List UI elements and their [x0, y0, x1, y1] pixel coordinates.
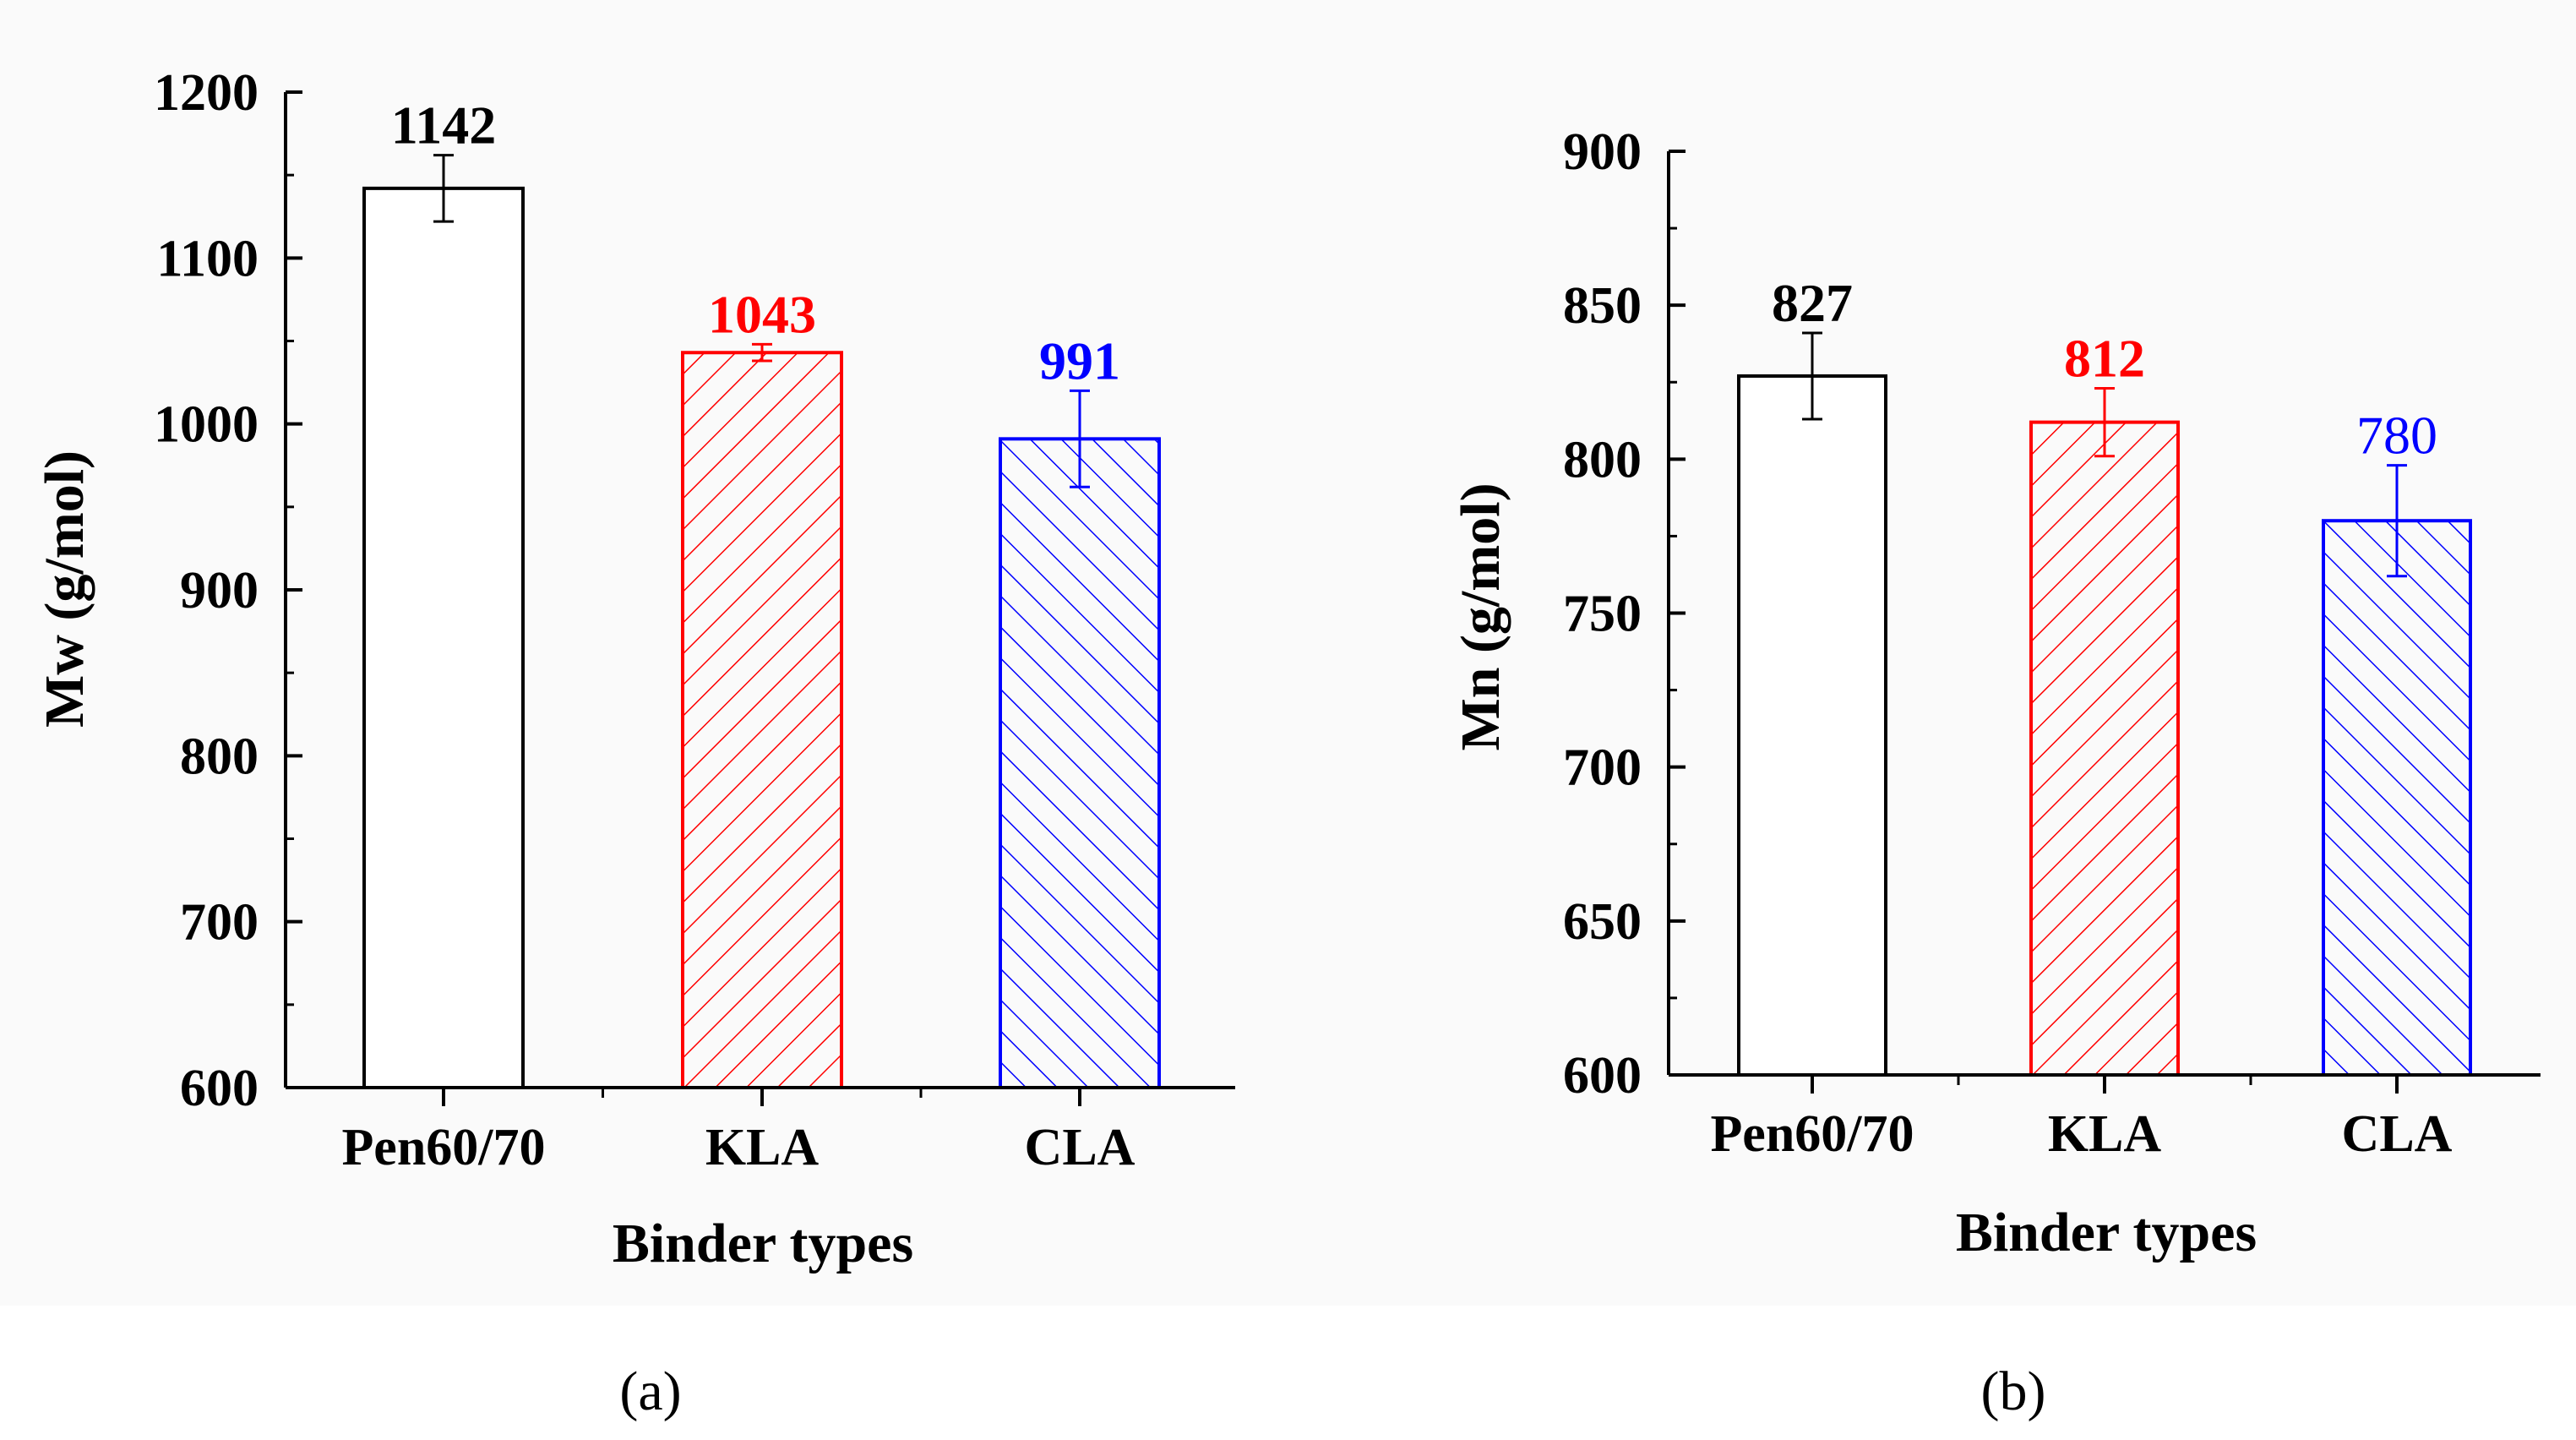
value-label: 780 — [2356, 406, 2437, 466]
bar-kla — [681, 351, 843, 1089]
chart-b-value-labels: 827 812 780 — [1772, 273, 2437, 466]
x-tick-label: KLA — [2048, 1105, 2162, 1163]
chart-b-error-bars — [1802, 331, 2407, 578]
value-label: 1043 — [708, 284, 816, 344]
chart-b-x-axis-title: Binder types — [1956, 1202, 2257, 1263]
x-tick-label: Pen60/70 — [341, 1119, 545, 1176]
bar-cla — [2322, 519, 2472, 1077]
y-tick-label: 650 — [1563, 893, 1642, 951]
value-label: 827 — [1772, 273, 1853, 333]
value-label: 1142 — [391, 95, 496, 155]
y-tick-label: 1000 — [154, 396, 259, 454]
chart-a-panel-label: (a) — [619, 1361, 681, 1422]
error-bar — [2387, 464, 2407, 578]
value-label: 812 — [2064, 329, 2145, 389]
y-tick-label: 600 — [1563, 1047, 1642, 1105]
chart-b: 827 812 780 600 650 700 750 800 850 900 Pen60/70… — [1386, 0, 2576, 1422]
x-tick-label: CLA — [1025, 1119, 1136, 1176]
y-tick-label: 800 — [1563, 431, 1642, 488]
chart-b-y-axis-title: Mn (g/mol) — [1450, 483, 1511, 750]
error-bar — [2094, 387, 2115, 458]
bar-kla — [2029, 420, 2180, 1077]
error-bar — [752, 342, 772, 363]
error-bar — [433, 154, 454, 223]
y-tick-label: 600 — [180, 1060, 259, 1117]
error-bar — [1070, 389, 1090, 488]
y-tick-label: 900 — [1563, 123, 1642, 181]
chart-a-y-axis-title: Mw (g/mol) — [34, 450, 95, 728]
bar-pen60-70 — [1737, 374, 1887, 1077]
chart-a: 1142 1043 991 600 700 800 900 1000 1100 1200 Pen… — [34, 64, 1235, 1422]
y-tick-label: 850 — [1563, 277, 1642, 335]
y-tick-label: 1200 — [154, 64, 259, 122]
bar-cla — [999, 437, 1161, 1089]
chart-a-error-bars — [433, 154, 1090, 488]
chart-b-bars — [1737, 374, 2472, 1077]
y-tick-label: 800 — [180, 728, 259, 785]
x-tick-label: CLA — [2342, 1105, 2453, 1163]
y-tick-label: 900 — [180, 562, 259, 619]
x-tick-label: KLA — [705, 1119, 820, 1176]
y-tick-label: 700 — [180, 894, 259, 952]
x-tick-label: Pen60/70 — [1710, 1105, 1914, 1163]
chart-b-x-ticks: Pen60/70 KLA CLA — [1710, 1075, 2453, 1163]
chart-b-panel-label: (b) — [1981, 1361, 2046, 1422]
chart-a-value-labels: 1142 1043 991 — [391, 95, 1120, 391]
chart-b-y-ticks: 600 650 700 750 800 850 900 — [1563, 123, 1686, 1105]
y-tick-label: 700 — [1563, 739, 1642, 797]
chart-a-bars — [362, 186, 1161, 1090]
chart-a-x-ticks: Pen60/70 KLA CLA — [341, 1088, 1136, 1176]
y-tick-label: 750 — [1563, 586, 1642, 643]
y-tick-label: 1100 — [156, 230, 259, 287]
chart-a-y-ticks: 600 700 800 900 1000 1100 1200 — [154, 64, 302, 1117]
error-bar — [1802, 331, 1822, 421]
value-label: 991 — [1039, 330, 1120, 390]
bar-pen60-70 — [362, 186, 525, 1090]
chart-a-x-axis-title: Binder types — [613, 1213, 913, 1274]
